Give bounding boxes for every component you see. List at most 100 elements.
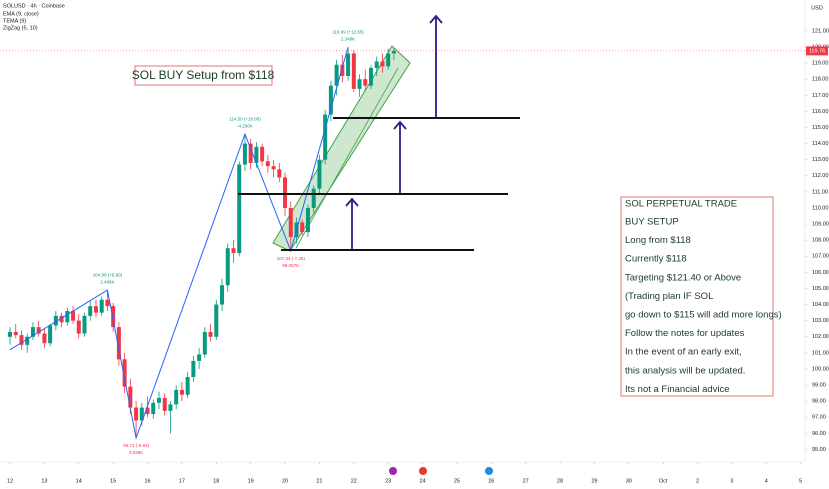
y-tick-label: 121.00	[812, 28, 829, 34]
setup-box	[134, 65, 273, 86]
candle-body	[162, 397, 167, 411]
x-tick-label: 13	[41, 478, 47, 484]
y-tick-label: 106.00	[812, 270, 829, 276]
candle-body	[48, 325, 53, 344]
x-tick-label: 16	[144, 478, 150, 484]
x-tick-label: 17	[179, 478, 185, 484]
y-tick-label: 100.00	[812, 366, 829, 372]
y-tick-label: 114.00	[812, 141, 828, 147]
target-arrow	[393, 120, 407, 193]
candle-body	[363, 79, 368, 86]
candle-body	[214, 304, 219, 337]
notes-box	[620, 196, 774, 397]
candle-body	[305, 207, 310, 233]
x-tick-label: 19	[248, 478, 254, 484]
x-tick-label: 29	[591, 478, 597, 484]
candle-body	[134, 407, 139, 421]
target-arrow	[345, 197, 359, 249]
candle-body	[13, 331, 18, 336]
y-tick-label: 110.00	[812, 205, 828, 211]
x-tick-label: 4	[765, 478, 768, 484]
x-tick-label: 20	[282, 478, 288, 484]
candle-body	[220, 285, 225, 305]
pivot-label: 107.34 (-7.25)	[277, 256, 306, 261]
candle-body	[225, 248, 230, 286]
y-tick-label: 101.00	[812, 350, 829, 356]
y-tick-label: 95.00	[812, 447, 826, 453]
y-tick-label: 105.00	[812, 286, 829, 292]
notes-line: BUY SETUP	[625, 217, 679, 228]
candle-body	[328, 85, 333, 115]
candle-body	[93, 306, 98, 313]
indicator: ZigZag (5, 10)	[3, 25, 38, 31]
y-tick-label: 111.00	[812, 189, 828, 195]
candle-body	[156, 397, 161, 403]
candle-body	[111, 306, 116, 328]
candle-body	[191, 360, 196, 378]
symbol: SOLUSD · 4h · Coinbase	[3, 3, 65, 9]
x-tick-label: 25	[454, 478, 460, 484]
notes-line: In the event of an early exit,	[625, 347, 742, 358]
event-icon[interactable]	[389, 467, 397, 475]
candle-body	[260, 146, 265, 162]
pivot-sublabel: 3.039K	[129, 450, 143, 455]
notes-line: Follow the notes for updates	[625, 328, 745, 339]
candle-body	[323, 114, 328, 160]
notes-title: SOL PERPETUAL TRADE	[625, 199, 737, 210]
candle-body	[357, 79, 362, 89]
pivot-sublabel: 99.057K	[282, 263, 299, 268]
candle-body	[76, 320, 81, 334]
price-axis	[805, 0, 829, 489]
candle-body	[351, 53, 356, 89]
x-tick-label: 21	[316, 478, 322, 484]
pivot-label: 95.71 (-9.93)	[123, 443, 149, 448]
y-tick-label: 107.00	[812, 254, 829, 260]
candle-body	[99, 299, 104, 313]
candle-body	[25, 336, 30, 345]
y-tick-label: 118.00	[812, 77, 828, 83]
y-tick-label: 98.00	[812, 399, 826, 405]
x-tick-label: 3	[730, 478, 733, 484]
candle-body	[300, 222, 305, 233]
candle-body	[174, 389, 179, 405]
event-icons[interactable]	[389, 467, 493, 475]
x-tick-label: 5	[799, 478, 802, 484]
y-tick-label: 97.00	[812, 415, 826, 421]
x-tick-label: 28	[557, 478, 563, 484]
candle-body	[208, 331, 213, 337]
y-tick-label: 96.00	[812, 431, 826, 437]
y-tick-label: 104.00	[812, 302, 829, 308]
candle-body	[346, 53, 351, 76]
channel-midline	[295, 67, 399, 249]
event-icon[interactable]	[485, 467, 493, 475]
candle-body	[237, 164, 242, 254]
y-tick-label: 102.00	[812, 334, 829, 340]
event-icon[interactable]	[419, 467, 427, 475]
header: SOLUSD · 4h · Coinbase EMA (9, close) TE…	[3, 3, 823, 31]
y-tick-label: 119.00	[812, 61, 828, 67]
x-tick-label: 24	[419, 478, 425, 484]
pivot-sublabel: 2.496K	[100, 279, 114, 284]
notes-line: Its not a Financial advice	[625, 384, 730, 395]
candle-body	[317, 159, 322, 189]
x-tick-label: 23	[385, 478, 391, 484]
trend-channel	[272, 45, 411, 252]
x-tick-label: 22	[351, 478, 357, 484]
y-tick-label: 112.00	[812, 173, 828, 179]
notes-line: this analysis will be updated.	[625, 365, 745, 376]
candle-body	[42, 333, 47, 344]
candle-body	[271, 166, 276, 170]
candle-body	[334, 64, 339, 86]
pivot-label: 119.99 (+12.65)	[332, 29, 364, 34]
y-tick-label: 103.00	[812, 318, 829, 324]
candle-body	[277, 169, 282, 178]
candle-body	[283, 177, 288, 208]
candle-body	[340, 64, 345, 76]
candle-body	[380, 61, 385, 67]
target-arrow	[429, 14, 443, 117]
candle-body	[151, 402, 156, 415]
candle-body	[374, 61, 379, 68]
candle-body	[59, 315, 64, 323]
y-tick-label: 113.00	[812, 157, 828, 163]
pivot-sublabel: -4.266K	[237, 123, 253, 128]
